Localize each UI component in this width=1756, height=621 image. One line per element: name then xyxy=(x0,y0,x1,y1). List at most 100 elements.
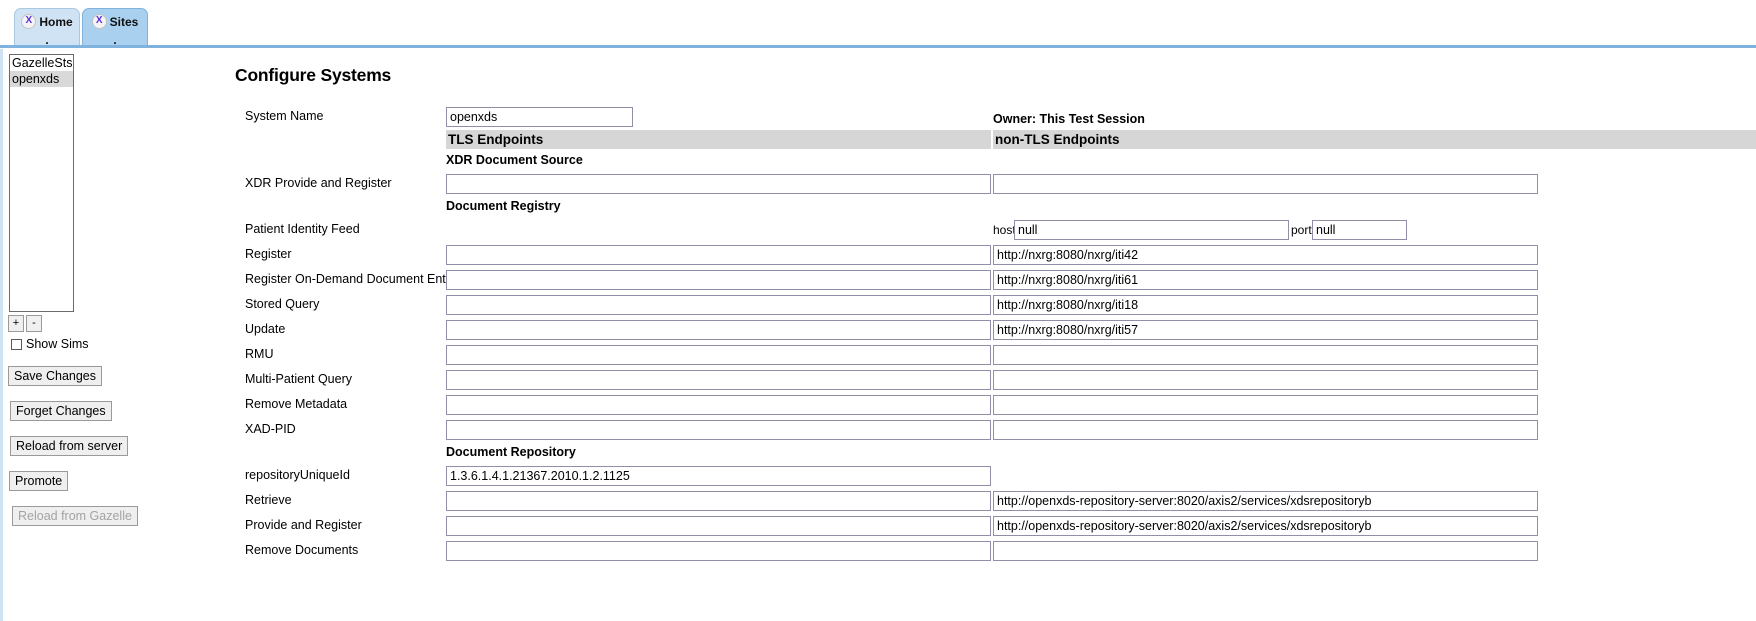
row-label: XDR Provide and Register xyxy=(245,176,392,190)
tab-home-top: X Home xyxy=(21,14,73,29)
owner-label: Owner: This Test Session xyxy=(993,112,1145,126)
row-xdr-provide-and-register: XDR Provide and Register xyxy=(145,172,1756,197)
nontls-input[interactable] xyxy=(993,174,1538,194)
main-content: Configure Systems Owner: This Test Sessi… xyxy=(145,49,1756,621)
tls-input[interactable] xyxy=(446,491,991,511)
section-document-repository: Document Repository xyxy=(145,443,1756,464)
promote-button[interactable]: Promote xyxy=(9,471,69,491)
sidebar: GazelleSts openxds + - Show Sims Save Ch… xyxy=(0,49,145,621)
nontls-input[interactable] xyxy=(993,295,1538,315)
nontls-input[interactable] xyxy=(993,345,1538,365)
row-label: Retrieve xyxy=(245,493,292,507)
tls-input[interactable] xyxy=(446,295,991,315)
row-stored-query: Stored Query xyxy=(145,293,1756,318)
row-patient-identity-feed: Patient Identity Feed host port xyxy=(145,218,1756,243)
section-xdr-document-source: XDR Document Source xyxy=(145,151,1756,172)
row-system-name: System Name xyxy=(145,105,1756,130)
tab-sites[interactable]: X Sites . xyxy=(82,8,148,48)
close-x-icon[interactable]: X xyxy=(21,14,37,29)
nontls-input[interactable] xyxy=(993,395,1538,415)
row-label: XAD-PID xyxy=(245,422,296,436)
close-x-icon[interactable]: X xyxy=(91,14,107,29)
save-changes-button[interactable]: Save Changes xyxy=(8,366,103,386)
tls-input[interactable] xyxy=(446,245,991,265)
tls-input[interactable] xyxy=(446,395,991,415)
reload-from-server-button[interactable]: Reload from server xyxy=(10,436,129,456)
tab-bar: X Home . X Sites . xyxy=(0,0,1756,48)
section-title: Document Registry xyxy=(446,199,561,213)
list-item[interactable]: openxds xyxy=(10,71,73,87)
page-title: Configure Systems xyxy=(235,65,392,85)
nontls-input[interactable] xyxy=(993,270,1538,290)
show-sims-label: Show Sims xyxy=(26,337,89,351)
tab-home[interactable]: X Home . xyxy=(14,8,80,48)
row-label: Update xyxy=(245,322,286,336)
tls-endpoints-header: TLS Endpoints xyxy=(446,130,991,149)
tab-home-label: Home xyxy=(39,14,73,29)
row-label: Stored Query xyxy=(245,297,320,311)
port-input[interactable] xyxy=(1312,220,1407,240)
row-repository-unique-id: repositoryUniqueId xyxy=(145,464,1756,489)
configure-systems-form: System Name TLS Endpoints non-TLS Endpoi… xyxy=(145,105,1756,564)
row-label: Remove Documents xyxy=(245,543,359,557)
column-headers: TLS Endpoints non-TLS Endpoints xyxy=(145,130,1756,151)
row-remove-documents: Remove Documents xyxy=(145,539,1756,564)
row-label: Register xyxy=(245,247,292,261)
row-multi-patient-query: Multi-Patient Query xyxy=(145,368,1756,393)
forget-changes-button[interactable]: Forget Changes xyxy=(10,401,112,421)
section-title: Document Repository xyxy=(446,445,576,459)
tls-input[interactable] xyxy=(446,270,991,290)
tls-input[interactable] xyxy=(446,370,991,390)
row-register-on-demand-document-entry: Register On-Demand Document Entry xyxy=(145,268,1756,293)
section-document-registry: Document Registry xyxy=(145,197,1756,218)
remove-system-button[interactable]: - xyxy=(26,315,42,332)
system-name-input[interactable] xyxy=(446,107,633,127)
nontls-endpoints-header: non-TLS Endpoints xyxy=(993,130,1756,149)
row-label: RMU xyxy=(245,347,274,361)
nontls-input[interactable] xyxy=(993,320,1538,340)
list-item[interactable]: GazelleSts xyxy=(12,56,73,70)
row-remove-metadata: Remove Metadata xyxy=(145,393,1756,418)
section-title: XDR Document Source xyxy=(446,153,583,167)
tls-input[interactable] xyxy=(446,320,991,340)
tab-sites-top: X Sites xyxy=(91,14,139,29)
add-remove-controls: + - xyxy=(8,315,42,332)
row-retrieve: Retrieve xyxy=(145,489,1756,514)
nontls-input[interactable] xyxy=(993,370,1538,390)
systems-listbox[interactable]: GazelleSts openxds xyxy=(9,54,74,312)
system-name-label: System Name xyxy=(245,109,324,123)
tls-input[interactable] xyxy=(446,174,991,194)
row-label: Provide and Register xyxy=(245,518,362,532)
show-sims-checkbox[interactable] xyxy=(11,338,22,350)
tls-input[interactable] xyxy=(446,516,991,536)
nontls-input[interactable] xyxy=(993,420,1538,440)
row-register: Register xyxy=(145,243,1756,268)
tab-underline xyxy=(0,45,1756,48)
row-label: Remove Metadata xyxy=(245,397,348,411)
add-system-button[interactable]: + xyxy=(8,315,24,332)
tab-sites-dot: . xyxy=(113,33,117,47)
tls-input[interactable] xyxy=(446,541,991,561)
nontls-input[interactable] xyxy=(993,491,1538,511)
host-label: host xyxy=(993,223,1016,237)
row-rmu: RMU xyxy=(145,343,1756,368)
nontls-input[interactable] xyxy=(993,516,1538,536)
repository-unique-id-input[interactable] xyxy=(446,466,991,486)
row-label: Patient Identity Feed xyxy=(245,222,360,236)
tab-sites-label: Sites xyxy=(109,14,139,29)
show-sims-row: Show Sims xyxy=(11,337,89,351)
nontls-input[interactable] xyxy=(993,245,1538,265)
reload-from-gazelle-button: Reload from Gazelle xyxy=(12,506,138,526)
nontls-input[interactable] xyxy=(993,541,1538,561)
tls-input[interactable] xyxy=(446,345,991,365)
tls-input[interactable] xyxy=(446,420,991,440)
row-label: Multi-Patient Query xyxy=(245,372,352,386)
tab-strip: X Home . X Sites . xyxy=(14,8,148,48)
row-update: Update xyxy=(145,318,1756,343)
tab-home-dot: . xyxy=(45,33,49,47)
row-provide-and-register: Provide and Register xyxy=(145,514,1756,539)
host-input[interactable] xyxy=(1014,220,1289,240)
row-label: repositoryUniqueId xyxy=(245,468,350,482)
port-label: port xyxy=(1291,223,1312,237)
